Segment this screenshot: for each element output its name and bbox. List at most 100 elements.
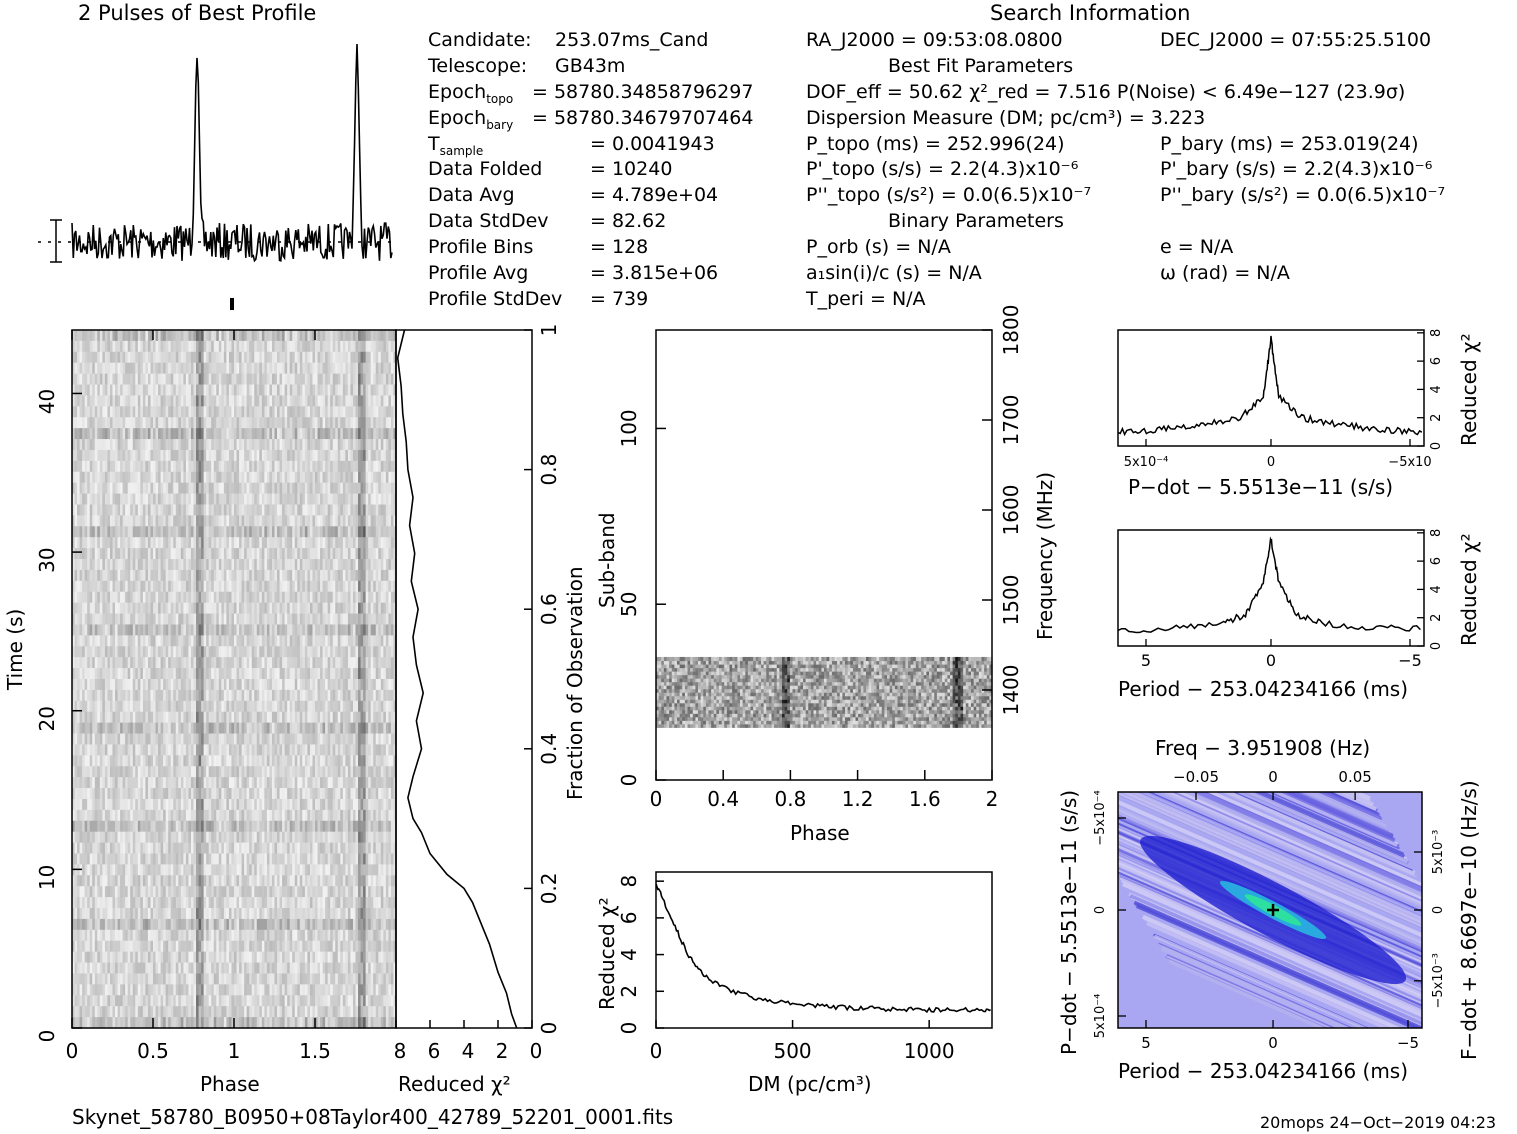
dm-frame [656,872,992,1028]
info-stddev-label: Data StdDev [428,210,549,232]
pdot-panel-xtick-label: 5x10⁻⁴ [1124,455,1169,470]
info-bins-label: Profile Bins [428,236,533,258]
time-phase-ytick-label: 0 [35,1030,59,1043]
freq-ytick-label: 1800 [999,305,1023,356]
info-omega: ω (rad) = N/A [1160,262,1290,284]
time-phase-xtick-label: 1.5 [299,1039,331,1063]
info-p-bary: P_bary (ms) = 253.019(24) [1160,133,1419,155]
info-dof: DOF_eff = 50.62 χ²_red = 7.516 P(Noise) … [806,81,1405,103]
subband-xtick-label: 0.8 [774,787,806,811]
footer-stamp: 20mops 24−Oct−2019 04:23 [1260,1112,1496,1134]
ppdot-y2tick-label: 0 [1431,906,1446,914]
info-profavg-label: Profile Avg [428,262,528,284]
period-panel-ytick-label: 0 [1429,642,1444,650]
info-profavg-value: = 3.815e+06 [590,262,718,284]
ppdot-ytick-label: 5x10⁻⁴ [1093,994,1108,1039]
ppdot-y2tick-label: 5x10⁻³ [1431,830,1446,875]
info-pdd-bary: P''_bary (s/s²) = 0.0(6.5)x10⁻⁷ [1160,184,1445,206]
binary-title: Binary Parameters [888,210,1064,232]
info-profstd-label: Profile StdDev [428,288,562,310]
info-porb: P_orb (s) = N/A [806,236,951,258]
subband-xtick-label: 0 [650,787,663,811]
fraction-frame [396,330,532,1028]
dm-ytick-label: 6 [617,912,641,925]
info-tsample-value: = 0.0041943 [590,133,715,155]
info-a1: a₁sin(i)/c (s) = N/A [806,262,982,284]
subband-ytick-label: 0 [617,774,641,787]
info-avg-value: = 4.789e+04 [590,184,718,206]
ppdot-xtick-label: −5 [1397,1034,1419,1052]
search-info-title: Search Information [990,2,1190,24]
info-telescope-label: Telescope: [428,55,527,77]
time-phase-ytick-label: 20 [35,706,59,731]
pdot-panel-ytick-label: 8 [1429,329,1444,337]
pdot-panel-frame [1118,330,1424,446]
period-panel-line [1118,539,1420,632]
ppdot-xtick-label: 0 [1268,1034,1278,1052]
ppdot-ytick-label: 0 [1093,906,1108,914]
time-ylabel: Time (s) [4,609,26,690]
ppdot-xlabel: Period − 253.04234166 (ms) [1118,1060,1408,1082]
phase-xlabel: Phase [200,1073,260,1095]
period-panel-xtick-label: 0 [1266,651,1276,670]
best-fit-title: Best Fit Parameters [888,55,1073,77]
period-panel-ytick-label: 2 [1429,614,1444,622]
pdot-panel-xtick-label: 0 [1267,455,1275,470]
pdot-panel-xtick-label: −5x10 [1388,455,1431,470]
pdot-xlabel: P−dot − 5.5513e−11 (s/s) [1128,476,1393,498]
pdot-panel-ytick-label: 4 [1429,385,1444,393]
fraction-ytick-label: 0.2 [537,872,561,904]
fraction-ytick-label: 1 [537,324,561,337]
info-pd-topo: P'_topo (s/s) = 2.2(4.3)x10⁻⁶ [806,158,1078,180]
ppdot-x2tick-label: 0 [1268,768,1278,786]
info-folded-label: Data Folded [428,158,542,180]
dm-ylabel: Reduced χ² [596,897,618,1010]
dm-chi2-line [656,884,991,1012]
ppdot-x2tick-label: −0.05 [1173,768,1219,786]
fraction-ytick-label: 0.6 [537,593,561,625]
pdot-panel-ytick-label: 0 [1429,442,1444,450]
subband-xtick-label: 1.2 [842,787,874,811]
dm-xlabel: DM (pc/cm³) [748,1073,872,1095]
period-panel-frame [1118,530,1424,646]
freq-ytick-label: 1500 [999,575,1023,626]
footer-filename: Skynet_58780_B0950+08Taylor400_42789_522… [72,1106,673,1128]
info-ecc: e = N/A [1160,236,1233,258]
time-phase-heatmap [72,330,397,1029]
dm-ytick-label: 4 [617,948,641,961]
pdot-ylabel: Reduced χ² [1458,333,1480,446]
info-stddev-value: = 82.62 [590,210,666,232]
info-p-topo: P_topo (ms) = 252.996(24) [806,133,1065,155]
info-candidate-value: 253.07ms_Cand [555,29,708,51]
pdot-panel-ytick-label: 2 [1429,414,1444,422]
info-pd-bary: P'_bary (s/s) = 2.2(4.3)x10⁻⁶ [1160,158,1432,180]
fraction-ytick-label: 0 [537,1022,561,1035]
fraction-xtick-label: 0 [530,1039,543,1063]
ppdot-ytick-label: −5x10⁻⁴ [1093,790,1108,845]
dm-ytick-label: 8 [617,875,641,888]
period-panel-ytick-label: 8 [1429,529,1444,537]
info-ra: RA_J2000 = 09:53:08.0800 [806,29,1063,51]
ppdot-y2tick-label: −5x10⁻³ [1431,953,1446,1008]
info-candidate-label: Candidate: [428,29,532,51]
subband-ytick-label: 100 [617,409,641,447]
fraction-xtick-label: 2 [496,1039,509,1063]
info-epoch-topo-label: Epochtopo [428,81,513,110]
freq-ytick-label: 1600 [999,485,1023,536]
freq-ytick-label: 1700 [999,395,1023,446]
subband-xtick-label: 2 [986,787,999,811]
info-bins-value: = 128 [590,236,648,258]
ppdot-ylabel: P−dot − 5.5513e−11 (s/s) [1058,790,1080,1055]
period-xlabel: Period − 253.04234166 (ms) [1118,678,1408,700]
info-epoch-bary-label: Epochbary [428,107,513,136]
freq-ytick-label: 1400 [999,665,1023,716]
ppdot-x2tick-label: 0.05 [1338,768,1371,786]
time-phase-xtick-label: 0 [66,1039,79,1063]
profile-title: 2 Pulses of Best Profile [78,2,316,24]
fraction-xtick-label: 4 [462,1039,475,1063]
frequency-ylabel: Frequency (MHz) [1034,472,1056,640]
time-phase-xtick-label: 1 [228,1039,241,1063]
info-dm: Dispersion Measure (DM; pc/cm³) = 3.223 [806,107,1205,129]
time-phase-xtick-label: 0.5 [137,1039,169,1063]
info-folded-value: = 10240 [590,158,672,180]
